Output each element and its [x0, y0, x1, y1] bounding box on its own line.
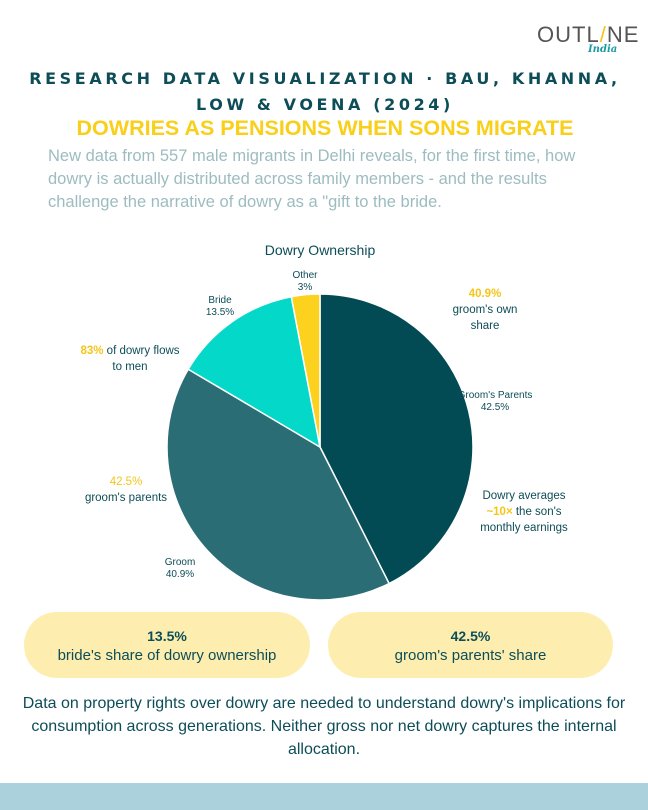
annotation-parents: 42.5% groom's parents [84, 476, 168, 504]
chart-title: Dowry Ownership [264, 242, 376, 258]
footer-band [0, 783, 648, 810]
footer-text: Data on property rights over dowry are n… [22, 695, 626, 758]
kicker: RESEARCH DATA VISUALIZATION · BAU, KHANN… [29, 69, 621, 114]
pie-slice-groom [166, 368, 391, 601]
slice-label-groom-parents: Groom's Parents 42.5% [457, 390, 533, 413]
pie-slice-other [290, 293, 321, 448]
pie-slice-bride [187, 295, 322, 449]
stat-pill-parents: 42.5% groom's parents' share [328, 612, 613, 678]
slice-label-bride: Bride 13.5% [205, 295, 235, 318]
outline-india-logo: OUTL/NE [537, 22, 640, 47]
stat-pill-bride: 13.5% bride's share of dowry ownership [24, 612, 310, 678]
logo-subtitle: India [588, 44, 618, 55]
annotation-groom-share: 40.9% groom's own share [452, 288, 518, 332]
annotation-earnings: Dowry averages ~10× the son's monthly ear… [480, 490, 568, 534]
pie-slice-groom-s-parents [319, 293, 474, 585]
lede: New data from 557 male migrants in Delhi… [48, 147, 576, 211]
slice-label-other: Other 3% [292, 270, 318, 293]
annotation-men: 83% of dowry flows to men [80, 345, 180, 373]
slice-label-groom: Groom 40.9% [164, 557, 196, 580]
headline: DOWRIES AS PENSIONS WHEN SONS MIGRATE [76, 116, 574, 140]
